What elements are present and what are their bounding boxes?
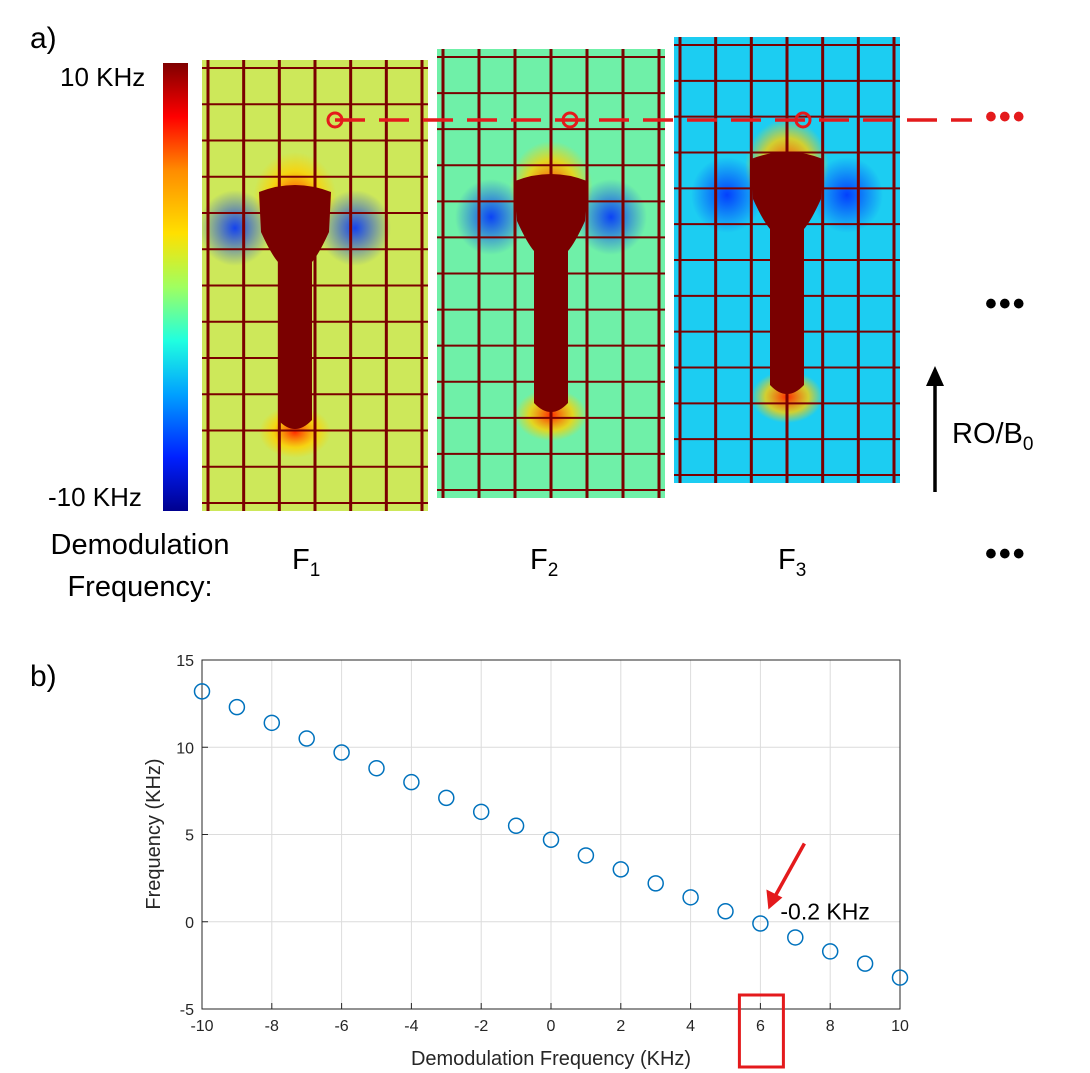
cold-lobe-right	[319, 190, 391, 266]
colorbar-min-label: -10 KHz	[48, 482, 142, 512]
data-point	[298, 730, 315, 747]
f2-label: F2	[530, 544, 559, 581]
metal-object-shape	[259, 185, 331, 429]
x-tick-label: -8	[265, 1018, 279, 1035]
annotation-group: -0.2 KHz	[737, 842, 870, 1069]
x-tick-label: 8	[826, 1018, 835, 1035]
data-point	[333, 744, 350, 761]
y-tick-label: 0	[185, 915, 194, 932]
data-point	[263, 714, 281, 732]
x-tick-label: 2	[616, 1018, 625, 1035]
reference-marker-1	[326, 111, 344, 129]
chart-points	[193, 683, 909, 986]
data-point	[403, 773, 420, 791]
data-point	[787, 929, 804, 946]
cold-lobe-left	[455, 179, 527, 255]
x-axis-label: Demodulation Frequency (KHz)	[411, 1048, 691, 1070]
data-point	[752, 915, 769, 932]
cold-lobe-right	[575, 179, 647, 255]
x-tick-label: 0	[547, 1018, 556, 1035]
ellipsis-middle: •••	[985, 285, 1027, 323]
reference-line-overlay	[326, 111, 972, 129]
scatter-chart: -10 -8 -6 -4 -2 0 2 4 6 8 10 -5 0 5 10 15 Demodulation …	[143, 653, 909, 1070]
cold-lobe-right	[811, 157, 883, 233]
panel-a-label: a)	[30, 22, 57, 55]
x-tick-label: 6	[756, 1018, 765, 1035]
data-point	[647, 875, 664, 892]
data-point	[368, 759, 385, 777]
y-tick-label: 5	[185, 828, 194, 845]
x-tick-label: 4	[686, 1018, 695, 1035]
colorbar-max-label: 10 KHz	[60, 62, 146, 92]
data-point	[193, 683, 211, 700]
hot-halo-bottom	[259, 406, 331, 458]
cold-lobe-left	[691, 157, 763, 233]
x-tick-label: -6	[334, 1018, 348, 1035]
y-tick-label: -5	[180, 1002, 194, 1019]
data-point	[542, 831, 560, 848]
y-tick-label: 10	[176, 740, 194, 757]
colorbar	[163, 63, 188, 511]
metal-object-shape	[515, 174, 587, 412]
direction-label: RO/B0	[952, 418, 1034, 455]
annotation-arrow-head	[766, 889, 783, 910]
data-point	[717, 903, 734, 920]
y-axis-label: Frequency (KHz)	[143, 758, 165, 909]
data-point	[577, 847, 595, 864]
annotation-text: -0.2 KHz	[780, 898, 869, 924]
cold-lobe-left	[202, 190, 271, 266]
data-point	[856, 955, 874, 972]
data-point	[612, 861, 630, 878]
field-map-svg-1	[202, 60, 428, 511]
panel-b-label: b)	[30, 660, 57, 693]
data-point	[438, 789, 455, 807]
x-tick-label: -2	[474, 1018, 488, 1035]
data-point	[821, 943, 839, 960]
metal-object-shape	[751, 152, 823, 394]
highlight-box	[737, 993, 785, 1069]
demodulation-frequency-label: Demodulation Frequency:	[50, 529, 230, 603]
reference-marker-3	[794, 111, 812, 129]
data-point	[682, 889, 699, 906]
direction-arrow	[926, 366, 944, 492]
data-point	[891, 969, 909, 986]
data-point	[472, 803, 490, 821]
field-map-svg-2	[437, 49, 665, 498]
field-map-image-2	[437, 49, 665, 498]
x-tick-label: -4	[404, 1018, 418, 1035]
data-point	[228, 698, 246, 716]
ellipsis-red: •••	[985, 98, 1027, 136]
x-tick-label: 10	[891, 1018, 909, 1035]
field-map-svg-3	[674, 37, 900, 483]
ellipsis-bottom: •••	[985, 535, 1027, 573]
data-point	[507, 817, 525, 835]
reference-marker-2	[561, 111, 579, 129]
field-map-image-3	[674, 37, 900, 483]
annotation-arrow-shaft	[772, 842, 806, 899]
y-tick-label: 15	[176, 653, 194, 670]
f3-label: F3	[778, 544, 807, 581]
chart-grid	[201, 659, 901, 1010]
field-map-image-1	[202, 60, 428, 511]
x-tick-label: -10	[190, 1018, 213, 1035]
f1-label: F1	[292, 544, 321, 581]
chart-ticks: -10 -8 -6 -4 -2 0 2 4 6 8 10 -5 0 5 10 15	[176, 653, 909, 1035]
